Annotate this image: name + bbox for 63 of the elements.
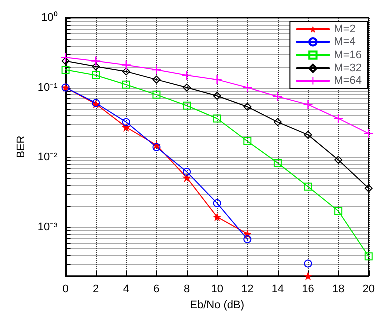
point (304, 100, 313, 110)
point (92, 71, 100, 80)
legend-label: M=64 (334, 75, 362, 88)
point (122, 118, 130, 126)
x-tick-label: 14 (272, 284, 284, 296)
point (92, 56, 101, 66)
point (62, 66, 70, 74)
point (243, 83, 252, 92)
point (213, 199, 222, 208)
point (183, 84, 192, 92)
point (182, 173, 192, 182)
point (304, 272, 313, 281)
point (334, 156, 343, 164)
point (334, 207, 343, 216)
point (122, 122, 131, 132)
point (152, 65, 162, 74)
legend-label: M=2 (334, 24, 356, 36)
x-tick-label: 0 (62, 284, 69, 296)
point (92, 62, 100, 71)
point (152, 143, 161, 152)
point (61, 53, 70, 62)
point (244, 103, 252, 112)
x-tick-label: 6 (154, 284, 160, 296)
x-tick-label: 8 (184, 284, 190, 296)
x-tick-label: 10 (211, 284, 224, 296)
x-tick-label: 20 (362, 284, 376, 296)
point (122, 80, 130, 89)
y-tick-label: 10⁰ (42, 11, 58, 24)
point (213, 114, 222, 123)
point (152, 90, 161, 99)
point (364, 184, 373, 193)
point (304, 260, 312, 268)
point (183, 102, 192, 110)
point (244, 235, 252, 244)
point (274, 118, 282, 126)
point (212, 75, 222, 84)
x-axis-title: Eb/No (dB) (190, 300, 245, 312)
x-tick-label: 12 (242, 284, 254, 296)
point (183, 168, 192, 176)
y-tick-label: 10⁻² (38, 152, 58, 164)
y-tick-label: 10⁻¹ (38, 82, 58, 94)
point (212, 212, 222, 222)
x-tick-label: 16 (302, 284, 314, 296)
point (122, 68, 130, 76)
x-tick-label: 2 (93, 284, 100, 296)
point (244, 137, 252, 146)
point (304, 182, 312, 191)
point (213, 92, 222, 100)
x-tick-label: 4 (123, 284, 130, 296)
point (334, 114, 344, 124)
point (152, 76, 161, 84)
point (364, 252, 373, 261)
y-axis-title: BER (16, 136, 28, 158)
point (274, 159, 282, 168)
legend-label: M=4 (334, 36, 356, 48)
legend-label: M=32 (334, 62, 362, 74)
point (62, 57, 70, 66)
legend-label: M=16 (334, 49, 362, 62)
point (364, 129, 374, 138)
point (122, 60, 131, 70)
point (304, 131, 312, 140)
x-tick-label: 18 (332, 284, 345, 296)
y-tick-label: 10⁻³ (38, 221, 58, 234)
